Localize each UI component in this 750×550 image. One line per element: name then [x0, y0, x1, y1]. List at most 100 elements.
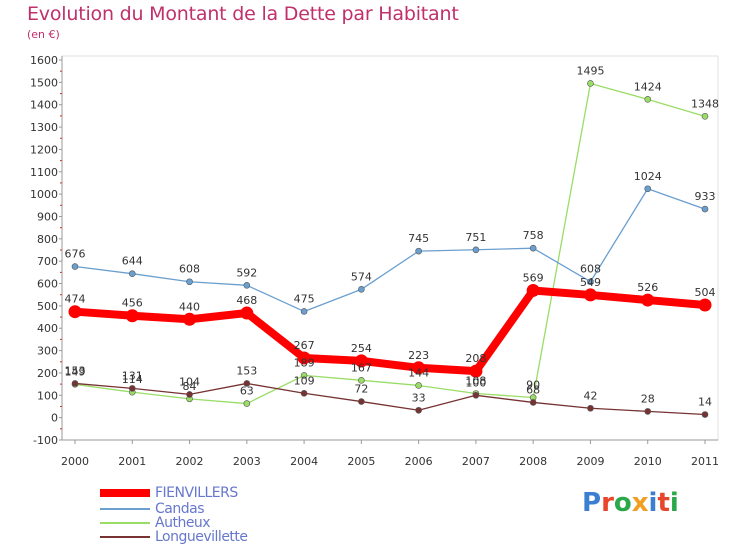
data-label: 751 — [465, 231, 486, 244]
proxiti-logo: Proxiti — [582, 488, 679, 518]
data-label: 223 — [408, 349, 429, 362]
x-tick-label: 2003 — [233, 455, 261, 468]
data-point — [68, 305, 82, 319]
legend-label-candas: Candas — [155, 501, 205, 517]
data-label: 189 — [294, 356, 315, 369]
data-point — [243, 400, 251, 407]
data-label: 108 — [465, 375, 486, 388]
x-tick-label: 2004 — [290, 455, 318, 468]
data-label: 153 — [236, 364, 257, 377]
legend-swatch-longuevillette — [100, 536, 150, 538]
data-label: 569 — [523, 271, 544, 284]
data-label: 1424 — [634, 80, 662, 93]
x-tick-label: 2001 — [118, 455, 146, 468]
data-point — [698, 298, 712, 312]
y-tick-label: 200 — [37, 367, 58, 380]
data-point — [300, 372, 308, 379]
data-label: 504 — [695, 286, 716, 299]
data-label: 28 — [641, 392, 655, 405]
data-point — [472, 391, 480, 399]
data-point — [354, 354, 368, 368]
data-label: 104 — [179, 375, 200, 388]
data-point — [587, 404, 594, 412]
x-tick-label: 2011 — [691, 455, 719, 468]
y-tick-label: 800 — [37, 233, 58, 246]
data-point — [415, 406, 422, 414]
data-label: 608 — [179, 263, 200, 276]
data-label: 475 — [294, 292, 315, 305]
y-tick-label: 600 — [37, 278, 58, 291]
data-label: 114 — [122, 373, 143, 386]
data-label: 68 — [526, 383, 540, 396]
data-point — [469, 364, 483, 378]
data-point — [358, 286, 365, 293]
data-point — [701, 113, 709, 120]
data-point — [526, 283, 540, 297]
data-point — [128, 270, 136, 277]
data-label: 208 — [465, 352, 486, 365]
data-label: 644 — [122, 255, 143, 268]
data-label: 254 — [351, 342, 372, 355]
data-point — [186, 278, 193, 286]
data-point — [243, 380, 251, 387]
y-tick-label: 700 — [37, 255, 58, 268]
series-line-autheux — [74, 82, 706, 405]
y-tick-label: 0 — [51, 412, 58, 425]
data-label: 1348 — [691, 97, 719, 110]
y-tick-label: 500 — [37, 300, 58, 313]
data-point — [243, 282, 251, 289]
data-point — [529, 244, 537, 252]
data-label: 526 — [637, 281, 658, 294]
logo-letter: P — [582, 488, 602, 518]
data-point — [415, 247, 422, 255]
legend-swatch-fienvillers — [100, 489, 150, 497]
y-tick-label: 300 — [37, 345, 58, 358]
data-label: 1495 — [576, 64, 604, 77]
y-tick-label: 1600 — [30, 54, 58, 67]
data-point — [358, 377, 365, 384]
x-tick-label: 2008 — [519, 455, 547, 468]
data-point — [644, 185, 652, 193]
data-label: 608 — [580, 263, 601, 276]
series-line-longuevillette — [74, 382, 706, 416]
data-label: 109 — [294, 374, 315, 387]
x-tick-label: 2010 — [634, 455, 662, 468]
data-point — [71, 263, 79, 270]
data-label: 549 — [580, 276, 601, 289]
legend-swatch-candas — [100, 508, 150, 510]
data-label: 42 — [583, 389, 597, 402]
data-point — [412, 361, 426, 375]
data-point — [300, 308, 308, 315]
data-label: 574 — [351, 270, 372, 283]
data-label: 1024 — [634, 170, 662, 183]
data-point — [125, 309, 139, 323]
data-point — [300, 389, 308, 397]
data-label: 144 — [408, 366, 429, 379]
y-tick-label: 1100 — [30, 166, 58, 179]
data-point — [701, 411, 709, 418]
data-label: 758 — [523, 229, 544, 242]
data-label: 63 — [240, 385, 254, 398]
data-label: 131 — [122, 369, 143, 382]
logo-letter: o — [613, 488, 632, 518]
data-point — [183, 312, 197, 326]
y-tick-label: 900 — [37, 210, 58, 223]
plot-area — [61, 55, 719, 441]
x-tick-label: 2009 — [576, 455, 604, 468]
x-tick-label: 2002 — [176, 455, 204, 468]
data-label: 267 — [294, 339, 315, 352]
data-label: 474 — [65, 293, 86, 306]
data-point — [583, 288, 597, 302]
logo-letter: x — [631, 488, 649, 518]
data-point — [128, 385, 136, 392]
series-line-candas — [74, 188, 706, 313]
data-label: 167 — [351, 361, 372, 374]
y-tick-label: -100 — [33, 434, 58, 447]
logo-letter: i — [669, 488, 679, 518]
data-point — [358, 398, 365, 405]
chart-title: Evolution du Montant de la Dette par Hab… — [27, 3, 459, 25]
data-point — [240, 306, 254, 320]
data-label: 14 — [698, 396, 712, 409]
data-point — [529, 399, 537, 406]
